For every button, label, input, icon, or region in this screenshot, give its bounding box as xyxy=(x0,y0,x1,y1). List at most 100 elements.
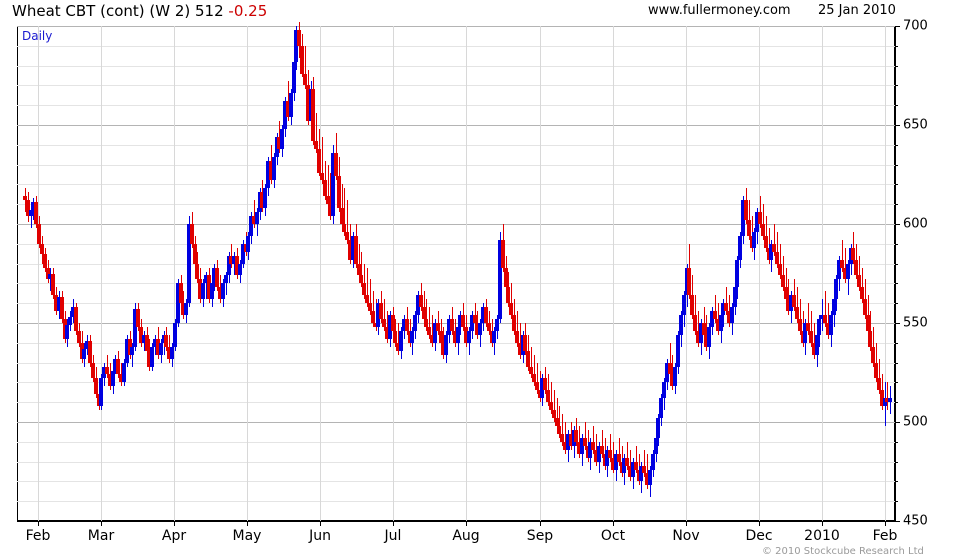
x-axis-label: 2010 xyxy=(804,528,840,544)
candle-body xyxy=(88,340,92,363)
y-axis-tick xyxy=(895,501,898,502)
candle-body xyxy=(803,323,807,343)
candle-body xyxy=(187,224,191,304)
candle-body xyxy=(478,323,482,335)
candle-body xyxy=(142,334,146,343)
candle-body xyxy=(57,297,61,312)
candle-body xyxy=(837,259,841,280)
candle-body xyxy=(826,323,830,335)
candle-body xyxy=(111,370,115,387)
candle-body xyxy=(179,283,183,304)
candle-body xyxy=(467,330,471,343)
candle-body xyxy=(292,61,296,94)
x-axis-label: Oct xyxy=(600,528,626,544)
candle-body xyxy=(512,315,516,331)
candle-body xyxy=(221,283,225,300)
candle-wick xyxy=(25,188,26,213)
candle-body xyxy=(597,445,601,462)
candle-body xyxy=(670,374,674,387)
gridline-vertical xyxy=(320,26,321,521)
candle-body xyxy=(362,283,366,296)
candle-body xyxy=(498,239,502,320)
candle-body xyxy=(648,469,652,486)
candle-body xyxy=(574,429,578,442)
candle-body xyxy=(227,255,231,276)
x-axis-spine xyxy=(17,521,895,522)
candle-wick xyxy=(344,188,345,236)
y-axis-tick xyxy=(895,105,898,106)
candle-body xyxy=(215,267,219,288)
candle-wick xyxy=(879,358,880,395)
candle-body xyxy=(23,196,27,201)
candle-body xyxy=(481,307,485,323)
candle-body xyxy=(419,295,423,308)
candle-body xyxy=(71,307,75,318)
candle-wick xyxy=(766,216,767,252)
candle-wick xyxy=(554,390,555,422)
y-axis-tick xyxy=(895,323,900,324)
candle-wick xyxy=(593,425,594,454)
candle-wick xyxy=(636,445,637,474)
candle-body xyxy=(778,263,782,276)
y-axis-label: 650 xyxy=(903,117,928,133)
candle-wick xyxy=(777,231,778,268)
y-axis-tick xyxy=(895,46,898,47)
candle-wick xyxy=(438,311,439,335)
gridline-vertical xyxy=(822,26,823,521)
website-label: www.fullermoney.com xyxy=(648,3,791,18)
candle-body xyxy=(153,338,157,347)
gridline-major xyxy=(17,422,895,423)
candle-body xyxy=(427,326,431,335)
candle-body xyxy=(863,299,867,316)
gridline-minor xyxy=(17,343,895,344)
candle-wick xyxy=(619,437,620,466)
candle-wick xyxy=(822,299,823,331)
gridline-minor xyxy=(17,481,895,482)
candle-body xyxy=(506,287,510,304)
y-axis-tick xyxy=(895,224,900,225)
candle-body xyxy=(738,235,742,260)
candle-body xyxy=(628,465,632,478)
candle-body xyxy=(289,93,293,118)
candle-wick xyxy=(610,433,611,462)
candle-wick xyxy=(565,422,566,454)
x-axis-label: Jul xyxy=(384,528,402,544)
candle-body xyxy=(631,461,635,478)
candle-body xyxy=(639,465,643,482)
y-axis-tick xyxy=(895,363,898,364)
candle-body xyxy=(563,441,567,450)
candle-wick xyxy=(853,231,854,264)
candle-body xyxy=(359,275,363,284)
candle-wick xyxy=(800,299,801,335)
candle-body xyxy=(860,287,864,300)
candle-body xyxy=(566,433,570,450)
candle-body xyxy=(391,315,395,331)
candle-wick xyxy=(760,196,761,228)
candle-wick xyxy=(551,382,552,415)
candle-body xyxy=(815,334,819,355)
candle-body xyxy=(682,295,686,316)
candle-body xyxy=(354,235,358,264)
candle-body xyxy=(224,275,228,284)
candle-body xyxy=(504,267,508,288)
candle-body xyxy=(181,303,185,316)
candle-body xyxy=(51,273,55,296)
instrument-title-text: Wheat CBT (cont) (W 2) 512 xyxy=(12,2,224,20)
candle-body xyxy=(625,457,629,466)
candle-body xyxy=(552,410,556,419)
candle-wick xyxy=(808,303,809,335)
x-axis-label: Apr xyxy=(161,528,187,544)
chart-date: 25 Jan 2010 xyxy=(818,3,896,18)
candle-body xyxy=(150,346,154,367)
candle-body xyxy=(555,418,559,426)
candle-body xyxy=(351,235,355,260)
candle-body xyxy=(37,224,41,244)
candle-body xyxy=(212,267,216,284)
candle-body xyxy=(529,366,533,375)
candle-body xyxy=(34,202,38,224)
timeframe-label: Daily xyxy=(22,29,53,43)
gridline-major xyxy=(17,323,895,324)
candle-wick xyxy=(698,311,699,347)
candle-body xyxy=(207,275,211,300)
candle-body xyxy=(371,311,375,323)
